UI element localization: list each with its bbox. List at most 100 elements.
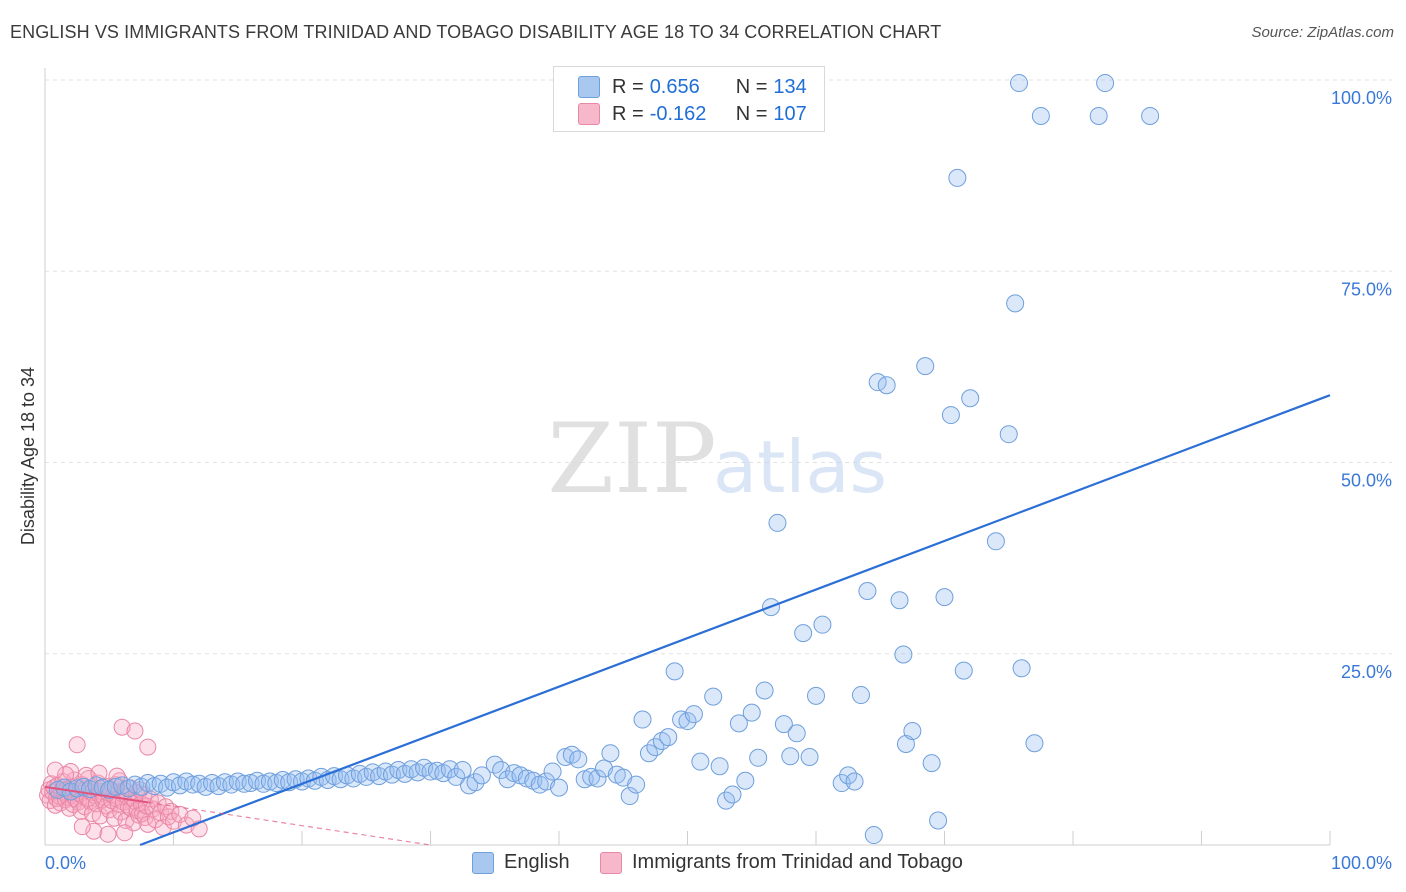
data-point-english (1010, 74, 1029, 93)
data-point-english (787, 724, 806, 743)
legend-row-english: R = 0.656 N = 134 (578, 75, 807, 99)
data-point-english (601, 744, 620, 763)
x-tick-label: 100.0% (1331, 853, 1392, 873)
data-point-english (1006, 294, 1025, 313)
data-point-english (678, 712, 697, 731)
data-point-tt (171, 805, 189, 823)
data-point-english (1089, 106, 1108, 125)
data-point-english (894, 645, 913, 664)
data-point-english (948, 168, 967, 187)
legend-item-english[interactable]: English (472, 851, 570, 874)
y-tick-label: 25.0% (1341, 662, 1392, 682)
data-point-tt (126, 722, 144, 740)
data-point-english (864, 826, 883, 845)
watermark: ZIP atlas (547, 403, 887, 515)
data-point-english (986, 532, 1005, 551)
correlation-legend: R = 0.656 N = 134 R = -0.162 N = 107 (553, 66, 825, 132)
data-point-english (755, 681, 774, 700)
watermark-zip: ZIP (547, 403, 716, 515)
data-point-tt (113, 718, 131, 736)
data-point-english (1025, 734, 1044, 753)
y-tick-label: 50.0% (1341, 471, 1392, 491)
data-point-english (1031, 106, 1050, 125)
legend-label-english: English (504, 851, 570, 873)
data-point-english (106, 777, 125, 796)
r-label: R = (612, 75, 644, 98)
data-point-english (768, 513, 787, 532)
data-point-english (370, 767, 389, 786)
data-point-english (260, 772, 279, 791)
legend-label-tt: Immigrants from Trinidad and Tobago (632, 851, 963, 873)
data-point-english (447, 767, 466, 786)
data-point-english (961, 389, 980, 408)
chart-title: ENGLISH VS IMMIGRANTS FROM TRINIDAD AND … (10, 22, 942, 42)
data-point-english (704, 687, 723, 706)
r-value: -0.162 (649, 102, 707, 125)
data-point-english (832, 774, 851, 793)
data-point-english (466, 773, 485, 792)
legend-swatch-tt (578, 103, 600, 125)
data-point-english (807, 686, 825, 705)
tick-labels: 25.0% 50.0% 75.0% 100.0% 0.0% 100.0% (45, 88, 1392, 873)
source-label: Source: ZipAtlas.com (1251, 24, 1394, 41)
data-point-english (929, 811, 948, 830)
data-point-english (954, 661, 973, 680)
data-point-english (620, 787, 639, 806)
data-point-tt (68, 736, 86, 754)
data-point-english (781, 747, 800, 766)
data-point-english (665, 662, 684, 681)
data-point-english (440, 760, 459, 779)
watermark-atlas: atlas (713, 425, 887, 509)
data-point-english (723, 785, 742, 804)
data-point-english (543, 762, 562, 781)
data-point-english (1012, 659, 1031, 678)
data-point-english (729, 714, 748, 733)
data-point-english (472, 766, 491, 785)
data-point-english (453, 761, 472, 780)
data-point-tt (162, 802, 180, 820)
data-point-english (582, 767, 601, 786)
data-point-english (382, 765, 401, 784)
legend-swatch-tt (600, 851, 622, 874)
legend-row-tt: R = -0.162 N = 107 (578, 102, 807, 126)
n-label: N = (735, 75, 768, 98)
data-point-english (633, 710, 652, 729)
data-point-english (800, 748, 819, 767)
data-point-english (903, 722, 922, 741)
axes (44, 68, 1331, 846)
data-point-tt (116, 824, 134, 842)
data-point-english (858, 582, 877, 601)
data-point-english (890, 591, 909, 610)
legend-swatch-english (578, 76, 600, 98)
data-point-english (851, 686, 870, 705)
data-point-english (588, 769, 607, 788)
data-point-tt (139, 738, 157, 756)
data-point-english (736, 771, 755, 790)
grid-lines (45, 79, 1392, 655)
data-point-english (794, 624, 813, 643)
legend-item-tt[interactable]: Immigrants from Trinidad and Tobago (600, 851, 963, 874)
data-point-english (916, 357, 935, 376)
y-tick-label: 100.0% (1331, 88, 1392, 108)
r-value: 0.656 (649, 75, 700, 98)
data-point-english (408, 763, 427, 782)
data-point-tt (157, 798, 175, 816)
data-point-english (684, 705, 703, 724)
y-axis-label: Disability Age 18 to 34 (18, 367, 38, 545)
series-english (48, 74, 1160, 845)
data-point-english (691, 752, 710, 771)
data-point-english (749, 748, 768, 767)
data-point-english (569, 750, 588, 769)
data-point-english (845, 772, 864, 791)
series-legend: English Immigrants from Trinidad and Tob… (0, 851, 1406, 877)
data-point-english (627, 775, 646, 794)
data-point-english (774, 715, 793, 734)
data-point-english (710, 757, 729, 776)
data-point-english (935, 588, 954, 607)
n-value: 134 (773, 75, 807, 98)
data-point-english (896, 735, 915, 754)
data-point-english (562, 745, 581, 764)
trend-line-english (139, 394, 1331, 847)
data-point-tt (46, 761, 64, 779)
